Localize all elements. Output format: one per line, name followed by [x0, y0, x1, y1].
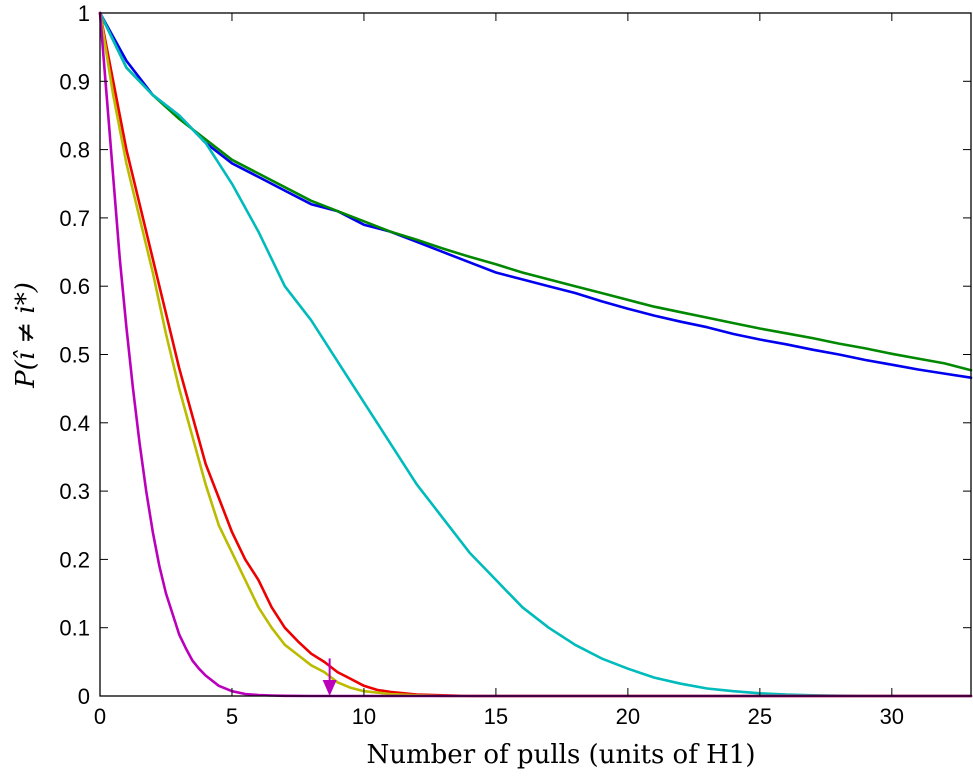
x-tick-label: 30 — [880, 704, 904, 729]
y-tick-label: 1 — [78, 1, 90, 26]
x-tick-label: 10 — [352, 704, 376, 729]
series-layer — [98, 11, 973, 698]
y-axis-title: P(î ≠ i*) — [11, 282, 41, 389]
y-tick-label: 0.5 — [59, 343, 90, 368]
series-line-4 — [98, 11, 973, 698]
x-tick-label: 25 — [748, 704, 772, 729]
y-tick-label: 0.6 — [59, 274, 90, 299]
x-axis-title: Number of pulls (units of H1) — [367, 740, 756, 770]
x-tick-label: 0 — [94, 704, 106, 729]
annotation-layer — [322, 658, 337, 696]
y-tick-label: 0.8 — [59, 138, 90, 163]
y-tick-label: 0.4 — [59, 411, 90, 436]
axes-layer: 0 5 10 15 20 25 30 0 0.1 0.2 0.3 0.4 0.5 0.6 0.7 0.8 0.9… — [59, 1, 972, 729]
x-tick-label: 20 — [616, 704, 640, 729]
x-tick-label: 15 — [484, 704, 508, 729]
series-line-1 — [98, 11, 973, 380]
y-tick-label: 0.7 — [59, 206, 90, 231]
y-tick-label: 0.3 — [59, 479, 90, 504]
y-tick-label: 0 — [78, 684, 90, 709]
annotation-arrow-head-1 — [322, 680, 337, 696]
series-line-6 — [98, 11, 973, 698]
y-tick-label: 0.1 — [59, 616, 90, 641]
y-tick-label: 0.2 — [59, 547, 90, 572]
x-tick-label: 5 — [226, 704, 238, 729]
y-tick-label: 0.9 — [59, 69, 90, 94]
series-line-2 — [98, 11, 973, 372]
